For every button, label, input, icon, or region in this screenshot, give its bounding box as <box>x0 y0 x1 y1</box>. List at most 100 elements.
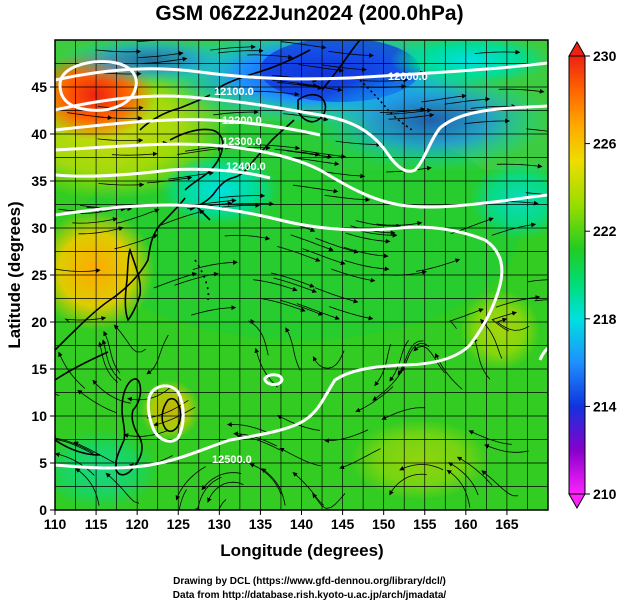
x-tick-label: 130 <box>208 516 232 532</box>
streamline <box>253 279 298 292</box>
streamline <box>77 389 117 414</box>
y-tick-label: 30 <box>31 220 47 236</box>
streamline <box>281 41 327 50</box>
contour-label-12500: 12500.0 <box>212 454 252 466</box>
indochina-coast <box>55 439 101 456</box>
contour-closed-small <box>263 373 284 386</box>
height-contours <box>55 60 548 470</box>
streamline <box>249 463 282 495</box>
streamline <box>174 271 219 286</box>
streamline <box>218 499 227 510</box>
y-axis-title: Latitude (degrees) <box>5 201 24 348</box>
taiwan-coast <box>124 247 142 322</box>
y-axis-ticks: 0 5 10 15 20 25 30 35 40 45 <box>31 79 55 518</box>
streamline <box>534 299 548 302</box>
streamline <box>498 88 545 94</box>
streamline <box>248 319 269 356</box>
contour-12200 <box>55 118 321 137</box>
x-tick-label: 120 <box>125 516 149 532</box>
streamline <box>141 56 188 64</box>
streamline <box>298 64 344 73</box>
streamline <box>92 379 131 404</box>
streamline <box>214 203 261 209</box>
map-title: GSM 06Z22Jun2024 (200.0hPa) <box>155 2 464 25</box>
streamline <box>456 456 493 486</box>
south-china-coast <box>55 351 109 381</box>
y-tick-label: 15 <box>31 361 47 377</box>
contour-12100 <box>55 94 548 173</box>
streamline <box>526 128 548 132</box>
streamline <box>324 194 371 203</box>
streamline <box>273 277 317 293</box>
korea-coast <box>169 128 224 191</box>
contour-12500 <box>55 203 504 470</box>
philippines-east-island <box>161 398 182 432</box>
streamline <box>331 268 376 283</box>
streamline <box>397 340 424 376</box>
streamline <box>153 406 196 427</box>
streamline <box>138 51 184 58</box>
contour-label-12400: 12400.0 <box>226 161 266 173</box>
streamline <box>274 148 321 157</box>
coastlines <box>55 40 413 476</box>
streamline <box>484 444 529 453</box>
colorbar-max-arrow <box>568 40 586 57</box>
manchuria-coast <box>214 49 311 91</box>
contour-labels: 12000.0 12100.0 12200.0 12300.0 12400.0 … <box>212 71 428 466</box>
streamline <box>247 54 293 60</box>
streamline <box>389 340 409 382</box>
streamline <box>444 96 491 105</box>
y-tick-label: 45 <box>31 79 47 95</box>
streamline <box>55 393 60 396</box>
streamline <box>55 436 94 455</box>
streamline <box>312 493 346 509</box>
streamline <box>254 347 278 388</box>
x-tick-label: 135 <box>249 516 273 532</box>
streamline <box>224 235 271 241</box>
streamline <box>297 83 343 93</box>
streamline <box>339 448 381 470</box>
streamline <box>111 151 158 157</box>
streamline <box>335 140 382 147</box>
streamline <box>480 318 503 359</box>
streamline <box>496 317 530 331</box>
streamline <box>496 163 543 169</box>
streamline <box>344 260 390 272</box>
streamline <box>525 192 548 196</box>
streamline <box>175 466 206 501</box>
contour-12000 <box>55 61 548 82</box>
streamline <box>116 208 160 224</box>
streamline <box>146 334 169 375</box>
x-tick-label: 165 <box>495 516 519 532</box>
x-axis-ticks: 110 115 120 125 130 135 140 145 150 155 160 165 <box>44 510 519 532</box>
streamline <box>277 246 321 262</box>
colorbar-ticks: 210 214 218 222 226 230 <box>585 48 617 502</box>
colorbar-tick-label: 210 <box>593 486 617 502</box>
streamline <box>495 295 541 308</box>
streamline <box>474 49 521 55</box>
kuril-islands <box>359 79 413 131</box>
streamline <box>233 431 277 447</box>
streamline <box>219 193 266 199</box>
streamline <box>191 305 237 316</box>
colorbar-tick-label: 218 <box>593 311 617 327</box>
x-tick-label: 155 <box>413 516 437 532</box>
streamline <box>207 481 244 503</box>
streamline <box>146 175 193 184</box>
streamline <box>271 272 315 288</box>
streamline <box>379 107 426 113</box>
streamline <box>416 258 461 272</box>
streamline <box>464 118 510 125</box>
streamline <box>449 308 484 329</box>
streamline <box>210 44 256 51</box>
colorbar-gradient <box>568 55 586 495</box>
x-tick-label: 110 <box>44 516 67 532</box>
x-tick-label: 125 <box>167 516 191 532</box>
y-tick-label: 10 <box>31 408 47 424</box>
streamline <box>319 170 366 179</box>
streamline <box>381 270 427 276</box>
streamline <box>300 150 347 159</box>
streamline <box>98 341 118 383</box>
streamline <box>448 462 479 496</box>
streamline <box>481 470 519 497</box>
